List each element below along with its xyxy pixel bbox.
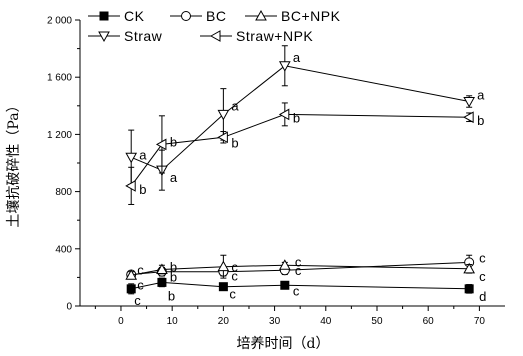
legend-item: CK bbox=[88, 8, 145, 24]
significance-label: a bbox=[293, 50, 301, 65]
data-point bbox=[126, 284, 136, 294]
significance-label: b bbox=[170, 260, 177, 275]
series-straw-npk: b b b b b bbox=[125, 102, 484, 205]
data-point bbox=[463, 97, 476, 108]
data-point bbox=[157, 277, 167, 287]
data-point bbox=[218, 282, 228, 292]
significance-label: b bbox=[477, 113, 484, 128]
series-straw: a a a a a bbox=[125, 45, 485, 191]
significance-label: a bbox=[170, 170, 178, 185]
data-point bbox=[278, 259, 291, 270]
significance-label: c bbox=[229, 287, 236, 302]
data-point bbox=[125, 152, 138, 164]
significance-label: b bbox=[170, 134, 177, 149]
axes: 0 10 20 30 40 50 60 70 0 400 800 1 200 1 600 2 000 bbox=[47, 16, 505, 327]
y-tick-label: 400 bbox=[55, 244, 72, 255]
y-tick-label: 2 000 bbox=[47, 16, 72, 27]
y-axis-title: 土壤抗破碎性（Pa） bbox=[5, 98, 22, 227]
x-tick-label: 10 bbox=[167, 316, 179, 327]
legend-marker bbox=[209, 30, 221, 42]
data-point bbox=[125, 269, 138, 280]
significance-label: c bbox=[293, 283, 300, 298]
series-bc-npk: cb c c c bbox=[125, 254, 486, 292]
legend-item: BC+NPK bbox=[245, 8, 341, 24]
significance-label: c bbox=[134, 293, 141, 308]
legend-marker bbox=[99, 11, 109, 21]
significance-label: b bbox=[168, 288, 175, 303]
legend: CK BC BC+NPK Straw Straw+NPK bbox=[88, 8, 341, 44]
data-point bbox=[278, 108, 290, 121]
significance-label: a bbox=[231, 98, 239, 113]
y-tick-label: 800 bbox=[55, 187, 72, 198]
significance-label: c bbox=[231, 269, 238, 284]
significance-label: c bbox=[231, 260, 238, 275]
y-tick-label: 1 200 bbox=[47, 130, 72, 141]
y-tick-label: 0 bbox=[66, 302, 72, 313]
x-tick-label: 40 bbox=[320, 316, 332, 327]
significance-label: c bbox=[479, 250, 486, 265]
legend-item: Straw bbox=[88, 28, 163, 44]
series-line bbox=[131, 281, 470, 290]
data-point bbox=[280, 280, 290, 290]
significance-label: b bbox=[139, 182, 146, 197]
y-tick-label: 1 600 bbox=[47, 73, 72, 84]
x-tick-label: 20 bbox=[218, 316, 230, 327]
x-tick-label: 30 bbox=[269, 316, 281, 327]
data-point bbox=[217, 109, 230, 121]
legend-label: BC bbox=[206, 8, 226, 24]
data-point bbox=[217, 260, 230, 272]
legend-marker bbox=[181, 11, 191, 21]
significance-label: b bbox=[170, 270, 177, 285]
significance-label: b bbox=[293, 110, 300, 125]
significance-label: b bbox=[231, 135, 238, 150]
series-line bbox=[130, 113, 470, 187]
significance-label: d bbox=[479, 289, 486, 304]
data-point bbox=[463, 111, 474, 124]
significance-label: c bbox=[295, 263, 302, 278]
significance-label: c bbox=[137, 277, 144, 292]
x-tick-label: 70 bbox=[474, 316, 486, 327]
data-point bbox=[464, 284, 474, 294]
x-tick-label: 60 bbox=[423, 316, 435, 327]
legend-item: BC bbox=[170, 8, 226, 24]
data-point bbox=[217, 131, 228, 144]
legend-label: CK bbox=[124, 8, 145, 24]
legend-label: BC+NPK bbox=[281, 8, 341, 24]
series-line bbox=[131, 65, 470, 171]
significance-label: a bbox=[139, 147, 147, 162]
x-axis-title: 培养时间（d） bbox=[237, 336, 330, 352]
data-point bbox=[156, 263, 168, 275]
data-point bbox=[125, 180, 136, 192]
data-point bbox=[463, 262, 476, 274]
significance-label: c bbox=[295, 254, 302, 269]
x-tick-label: 0 bbox=[118, 316, 124, 327]
significance-label: a bbox=[477, 88, 485, 103]
significance-label: c bbox=[137, 263, 144, 278]
legend-item: Straw+NPK bbox=[200, 28, 313, 44]
data-point bbox=[278, 61, 291, 72]
data-point bbox=[155, 138, 167, 151]
legend-marker bbox=[98, 31, 110, 43]
legend-marker bbox=[255, 9, 267, 21]
x-tick-label: 50 bbox=[371, 316, 383, 327]
legend-label: Straw bbox=[124, 28, 163, 44]
legend-label: Straw+NPK bbox=[236, 28, 313, 44]
significance-label: c bbox=[479, 269, 486, 284]
